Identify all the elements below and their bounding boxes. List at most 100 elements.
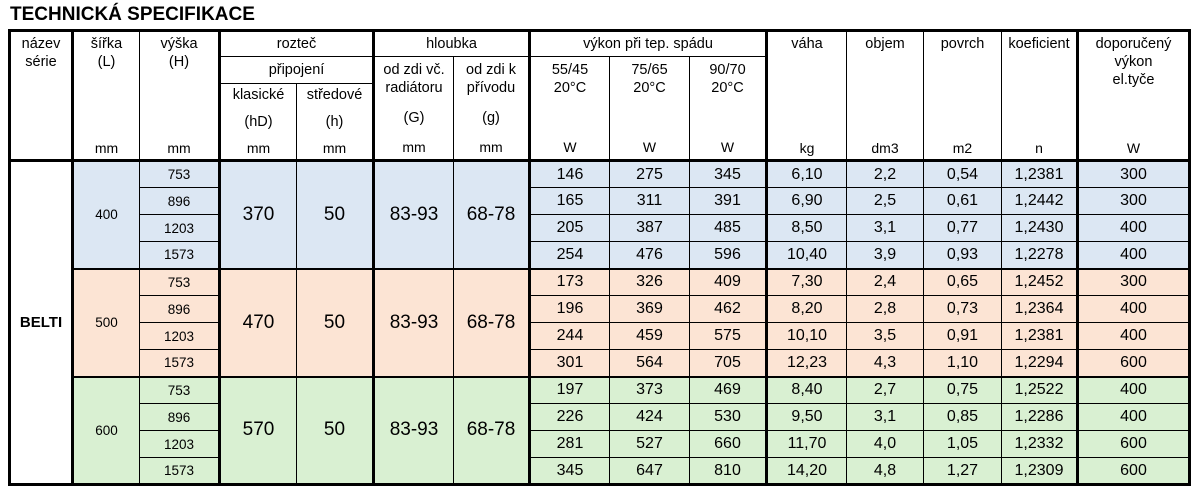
- w9070-cell: 469: [689, 375, 767, 404]
- header-doporuceny-line2: výkon: [1114, 54, 1153, 71]
- koeficient-cell: 1,2381: [1001, 322, 1078, 350]
- povrch-cell: 0,85: [923, 403, 1002, 431]
- header-doporuceny-line1: doporučený: [1095, 36, 1172, 52]
- header-t3-label: 90/70: [709, 61, 746, 78]
- stredove-value: 50: [296, 267, 374, 377]
- w9070-cell: 810: [689, 457, 767, 485]
- hloubka-g-value: 68-78: [453, 375, 530, 485]
- doporuceny-cell: 600: [1076, 349, 1190, 377]
- w9070-cell: 530: [689, 403, 767, 431]
- koeficient-cell: 1,2430: [1001, 214, 1078, 242]
- header-objem: objem dm3: [846, 30, 924, 161]
- vaha-cell: 10,10: [765, 322, 847, 350]
- header-stredove-symbol: (h): [325, 113, 344, 130]
- sirka-value-600: 600: [71, 375, 140, 485]
- vyska-cell: 1573: [139, 349, 220, 377]
- povrch-cell: 1,27: [923, 457, 1002, 485]
- specification-table: název série šířka (L) mm výška (H) mm ro…: [8, 29, 1191, 486]
- header-g1-symbol: (G): [403, 110, 425, 127]
- w5545-cell: 226: [528, 403, 610, 431]
- header-vaha-label: váha: [791, 36, 823, 52]
- vaha-cell: 6,10: [765, 159, 847, 188]
- objem-cell: 3,1: [846, 214, 924, 242]
- koeficient-cell: 1,2364: [1001, 295, 1078, 323]
- header-t3-unit: W: [720, 139, 735, 156]
- header-vykon: výkon při tep. spádu: [528, 30, 767, 57]
- header-koeficient-label: koeficient: [1008, 36, 1070, 52]
- header-doporuceny: doporučený výkon el.tyče W: [1076, 30, 1190, 161]
- objem-cell: 2,4: [846, 267, 924, 296]
- objem-cell: 2,7: [846, 375, 924, 404]
- header-doporuceny-line3: el.tyče: [1112, 72, 1155, 89]
- header-klasicke: klasické (hD) mm: [218, 83, 297, 161]
- doporuceny-cell: 300: [1076, 267, 1190, 296]
- header-vyska-label: výška: [160, 36, 198, 52]
- vaha-cell: 14,20: [765, 457, 847, 485]
- header-nazev-line1: název: [21, 36, 61, 52]
- header-vaha: váha kg: [765, 30, 847, 161]
- header-koeficient-unit: n: [1035, 139, 1043, 156]
- koeficient-cell: 1,2309: [1001, 457, 1078, 485]
- vaha-cell: 7,30: [765, 267, 847, 296]
- w7565-cell: 424: [609, 403, 690, 431]
- header-temp-5545: 55/45 20°C W: [528, 56, 610, 161]
- w7565-cell: 387: [609, 214, 690, 242]
- koeficient-cell: 1,2332: [1001, 430, 1078, 458]
- header-stredove-label: středové: [306, 87, 363, 103]
- header-g1-line1: od zdi vč.: [383, 61, 445, 78]
- povrch-cell: 1,10: [923, 349, 1002, 377]
- header-vyska: výška (H) mm: [139, 30, 220, 161]
- w7565-cell: 476: [609, 241, 690, 269]
- klasicke-value: 570: [218, 375, 297, 485]
- header-klasicke-unit: mm: [246, 139, 271, 156]
- header-t2-label: 75/65: [631, 61, 668, 78]
- header-stredove: středové (h) mm: [296, 83, 374, 161]
- doporuceny-cell: 600: [1076, 430, 1190, 458]
- w7565-cell: 373: [609, 375, 690, 404]
- w9070-cell: 345: [689, 159, 767, 188]
- w5545-cell: 205: [528, 214, 610, 242]
- header-sirka-symbol: (L): [97, 54, 116, 71]
- objem-cell: 2,2: [846, 159, 924, 188]
- objem-cell: 4,3: [846, 349, 924, 377]
- header-povrch-unit: m2: [952, 139, 973, 156]
- w9070-cell: 462: [689, 295, 767, 323]
- header-g2-symbol: (g): [482, 110, 500, 127]
- w9070-cell: 575: [689, 322, 767, 350]
- header-t2-unit: W: [642, 139, 657, 156]
- header-t1-temp: 20°C: [553, 79, 587, 96]
- koeficient-cell: 1,2452: [1001, 267, 1078, 296]
- w9070-cell: 660: [689, 430, 767, 458]
- stredove-value: 50: [296, 375, 374, 485]
- header-pripojeni: připojení: [218, 56, 374, 84]
- vyska-cell: 753: [139, 159, 220, 188]
- header-povrch-label: povrch: [940, 36, 985, 52]
- vaha-cell: 8,20: [765, 295, 847, 323]
- sirka-value-400: 400: [71, 159, 140, 269]
- vyska-cell: 1203: [139, 214, 220, 242]
- vyska-cell: 753: [139, 375, 220, 404]
- hloubka-g-value: 68-78: [453, 267, 530, 377]
- header-t3-temp: 20°C: [711, 79, 744, 96]
- objem-cell: 3,5: [846, 322, 924, 350]
- doporuceny-cell: 400: [1076, 403, 1190, 431]
- povrch-cell: 0,65: [923, 267, 1002, 296]
- povrch-cell: 0,91: [923, 322, 1002, 350]
- w9070-cell: 409: [689, 267, 767, 296]
- vyska-cell: 1203: [139, 322, 220, 350]
- vyska-cell: 896: [139, 403, 220, 431]
- doporuceny-cell: 400: [1076, 375, 1190, 404]
- header-klasicke-symbol: (hD): [244, 113, 273, 130]
- objem-cell: 4,0: [846, 430, 924, 458]
- header-koeficient: koeficient n: [1001, 30, 1078, 161]
- header-roztec: rozteč: [218, 30, 374, 57]
- vaha-cell: 10,40: [765, 241, 847, 269]
- header-g2-line2: přívodu: [466, 79, 516, 96]
- koeficient-cell: 1,2294: [1001, 349, 1078, 377]
- doporuceny-cell: 400: [1076, 295, 1190, 323]
- header-vaha-unit: kg: [799, 139, 815, 156]
- header-vyska-unit: mm: [167, 139, 191, 156]
- header-temp-7565: 75/65 20°C W: [609, 56, 690, 161]
- w5545-cell: 254: [528, 241, 610, 269]
- w7565-cell: 369: [609, 295, 690, 323]
